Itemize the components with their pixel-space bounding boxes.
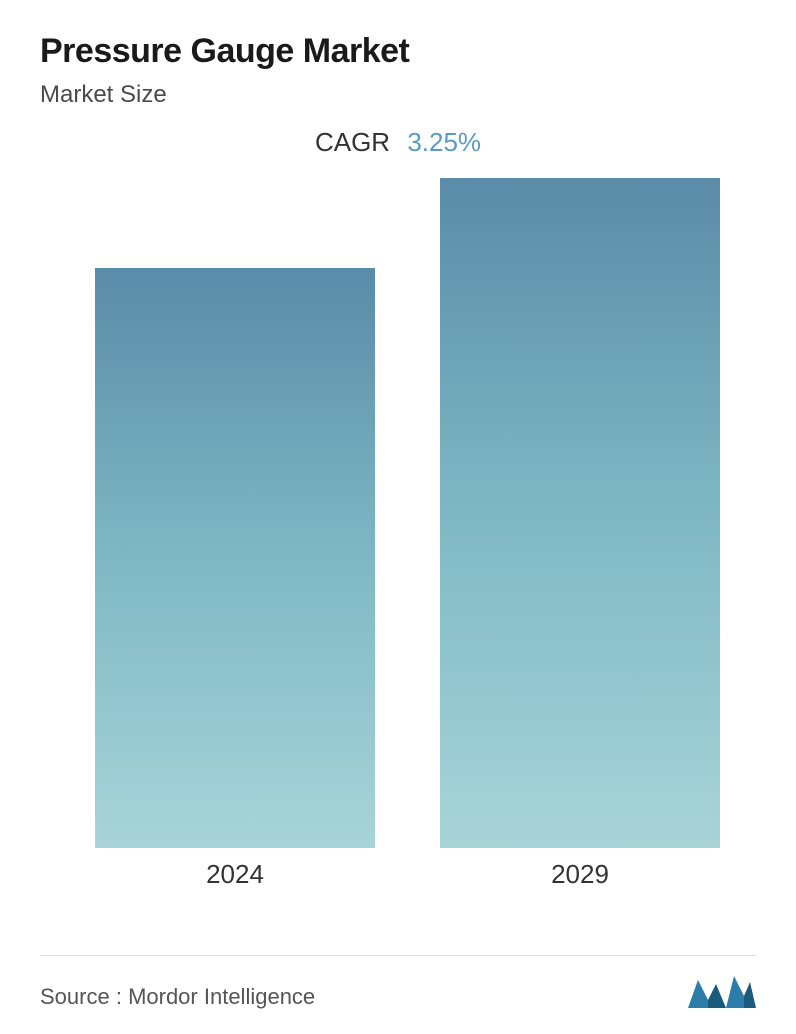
source-label: Source : xyxy=(40,984,122,1009)
mordor-logo-icon xyxy=(686,970,756,1010)
page-title: Pressure Gauge Market xyxy=(40,32,756,71)
footer: Source : Mordor Intelligence xyxy=(40,970,756,1010)
bar-label-2029: 2029 xyxy=(440,859,720,890)
source-text: Source : Mordor Intelligence xyxy=(40,984,315,1010)
chart-container: Pressure Gauge Market Market Size CAGR 3… xyxy=(0,0,796,1034)
divider xyxy=(40,955,756,956)
page-subtitle: Market Size xyxy=(40,81,756,109)
cagr-label: CAGR xyxy=(315,127,390,157)
bar-2029 xyxy=(440,178,720,848)
bar-chart: 2024 2029 xyxy=(60,178,736,898)
cagr-value: 3.25% xyxy=(407,127,481,157)
bar-label-2024: 2024 xyxy=(95,859,375,890)
cagr-row: CAGR 3.25% xyxy=(40,127,756,158)
bar-2024 xyxy=(95,268,375,848)
source-name: Mordor Intelligence xyxy=(128,984,315,1009)
